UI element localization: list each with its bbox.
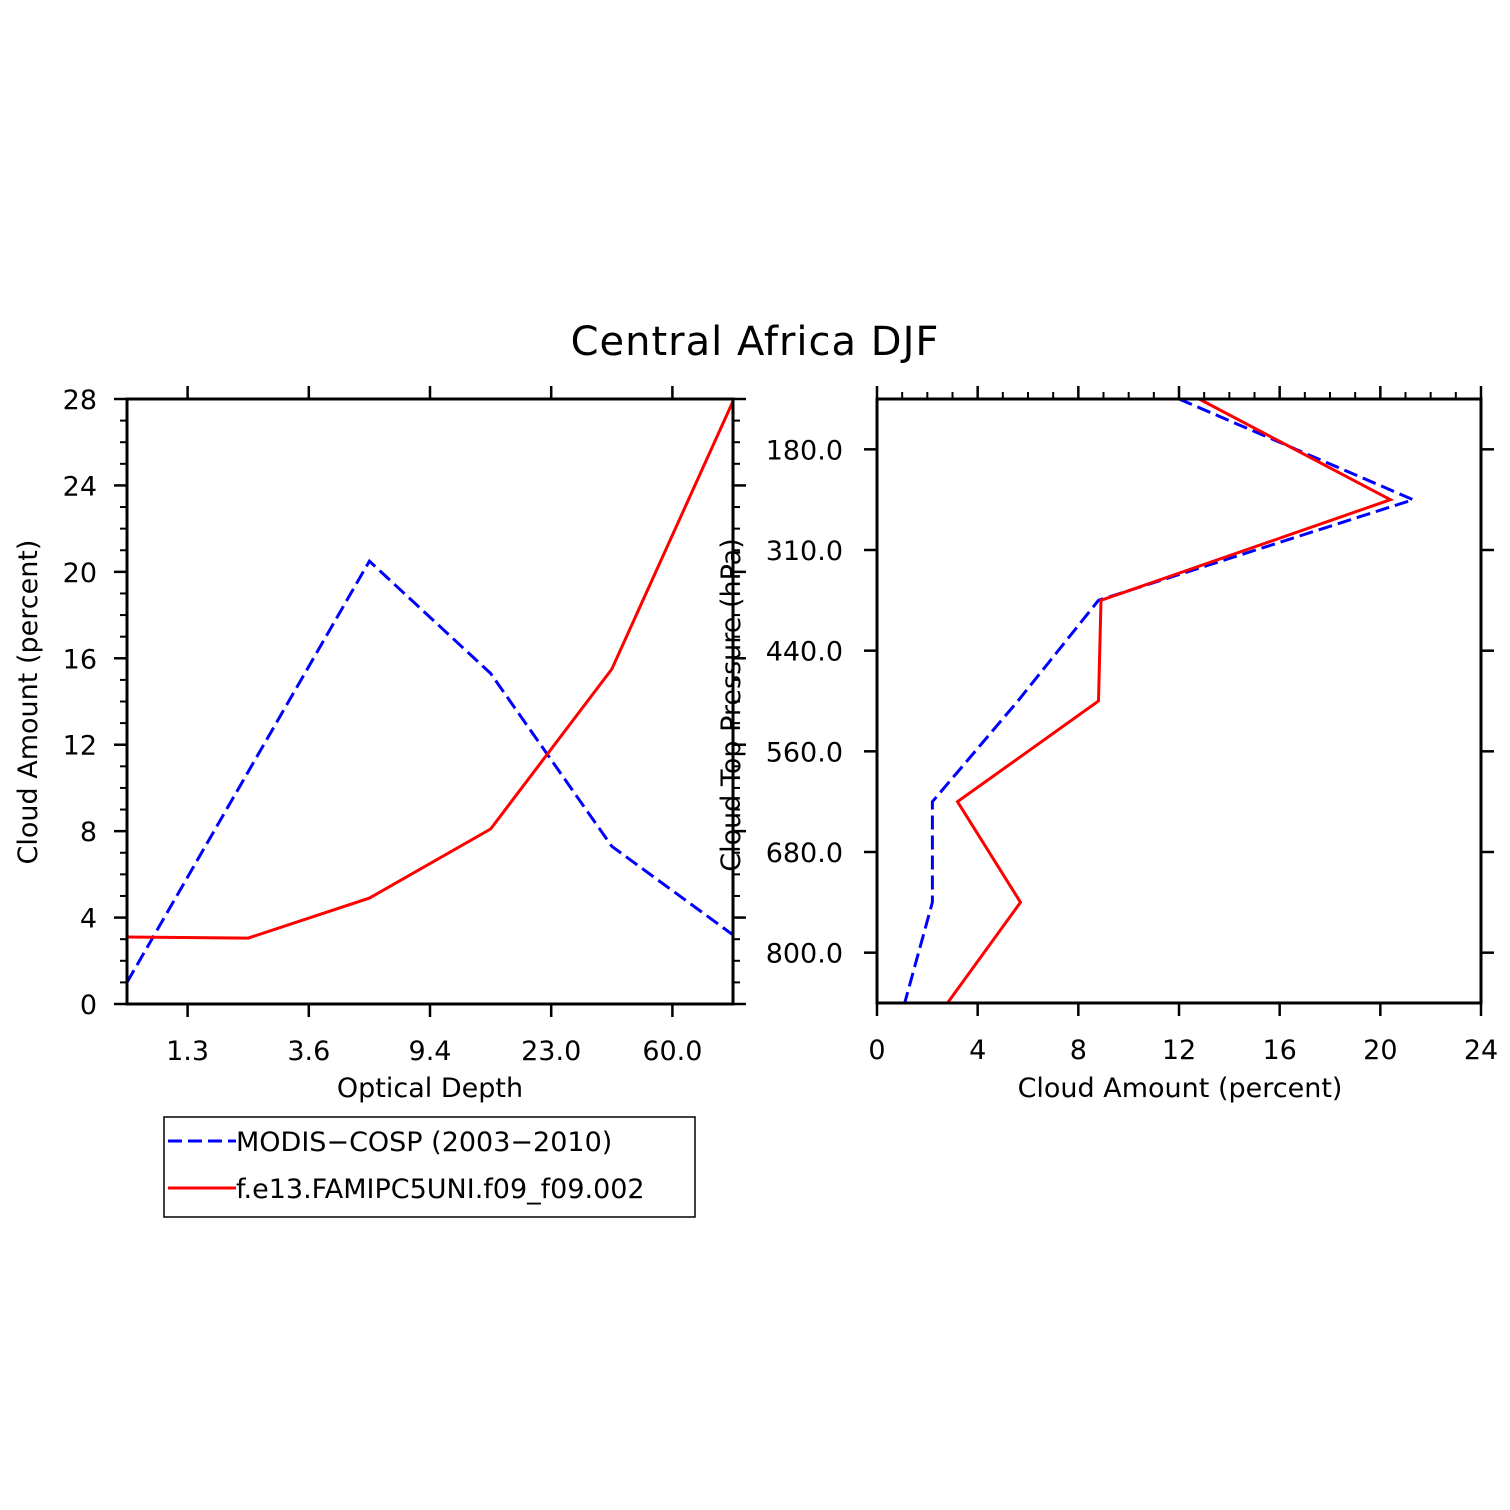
left-y-axis-label: Cloud Amount (percent) [13,540,44,865]
right-panel: 0 4 8 12 16 20 24 180.0 310.0 440.0 560.0 680.0 800.… [716,386,1498,1104]
right-xtick-label: 8 [1070,1035,1087,1066]
left-ytick-label: 28 [63,385,97,416]
left-ytick-label: 0 [80,990,97,1021]
legend-label-model: f.e13.FAMIPC5UNI.f09_f09.002 [236,1174,645,1205]
left-ytick-label: 4 [80,904,97,935]
right-xtick-label: 0 [868,1035,885,1066]
left-series-line-1 [126,400,735,940]
left-xtick-label: 3.6 [287,1036,330,1067]
left-xtick-label: 23.0 [521,1036,581,1067]
legend: MODIS−COSP (2003−2010) f.e13.FAMIPC5UNI.… [163,1116,696,1218]
right-xtick-label: 16 [1262,1035,1296,1066]
right-ytick-label: 440.0 [766,637,843,668]
right-ytick-label: 680.0 [766,838,843,869]
legend-box [163,1116,696,1218]
left-ytick-label: 20 [63,558,97,589]
left-xtick-label: 9.4 [409,1036,452,1067]
left-panel: 0 4 8 12 16 20 24 28 1.3 3.6 9.4 23.0 60.0 Optical D… [13,385,746,1104]
left-x-axis-label: Optical Depth [337,1073,523,1104]
right-ticks-group: 0 4 8 12 16 20 24 180.0 310.0 440.0 560.0 680.0 800.… [766,386,1498,1066]
left-ticks-group: 0 4 8 12 16 20 24 28 1.3 3.6 9.4 23.0 60.0 [63,385,746,1067]
left-ytick-label: 8 [80,817,97,848]
right-xtick-label: 20 [1363,1035,1397,1066]
right-xtick-label: 24 [1464,1035,1498,1066]
right-ytick-label: 560.0 [766,737,843,768]
right-ytick-label: 800.0 [766,939,843,970]
legend-label-obs: MODIS−COSP (2003−2010) [236,1127,612,1158]
right-ytick-label: 310.0 [766,536,843,567]
left-xtick-label: 60.0 [642,1036,702,1067]
right-x-axis-label: Cloud Amount (percent) [1018,1073,1343,1104]
left-ytick-label: 12 [63,731,97,762]
right-ytick-label: 180.0 [766,435,843,466]
left-xtick-label: 1.3 [166,1036,209,1067]
right-xtick-label: 4 [969,1035,986,1066]
right-y-axis-label: Cloud Top Pressure (hPa) [716,538,747,872]
left-ytick-label: 24 [63,471,97,502]
right-xtick-label: 12 [1162,1035,1196,1066]
figure-title: Central Africa DJF [571,319,940,365]
left-ytick-label: 16 [63,644,97,675]
